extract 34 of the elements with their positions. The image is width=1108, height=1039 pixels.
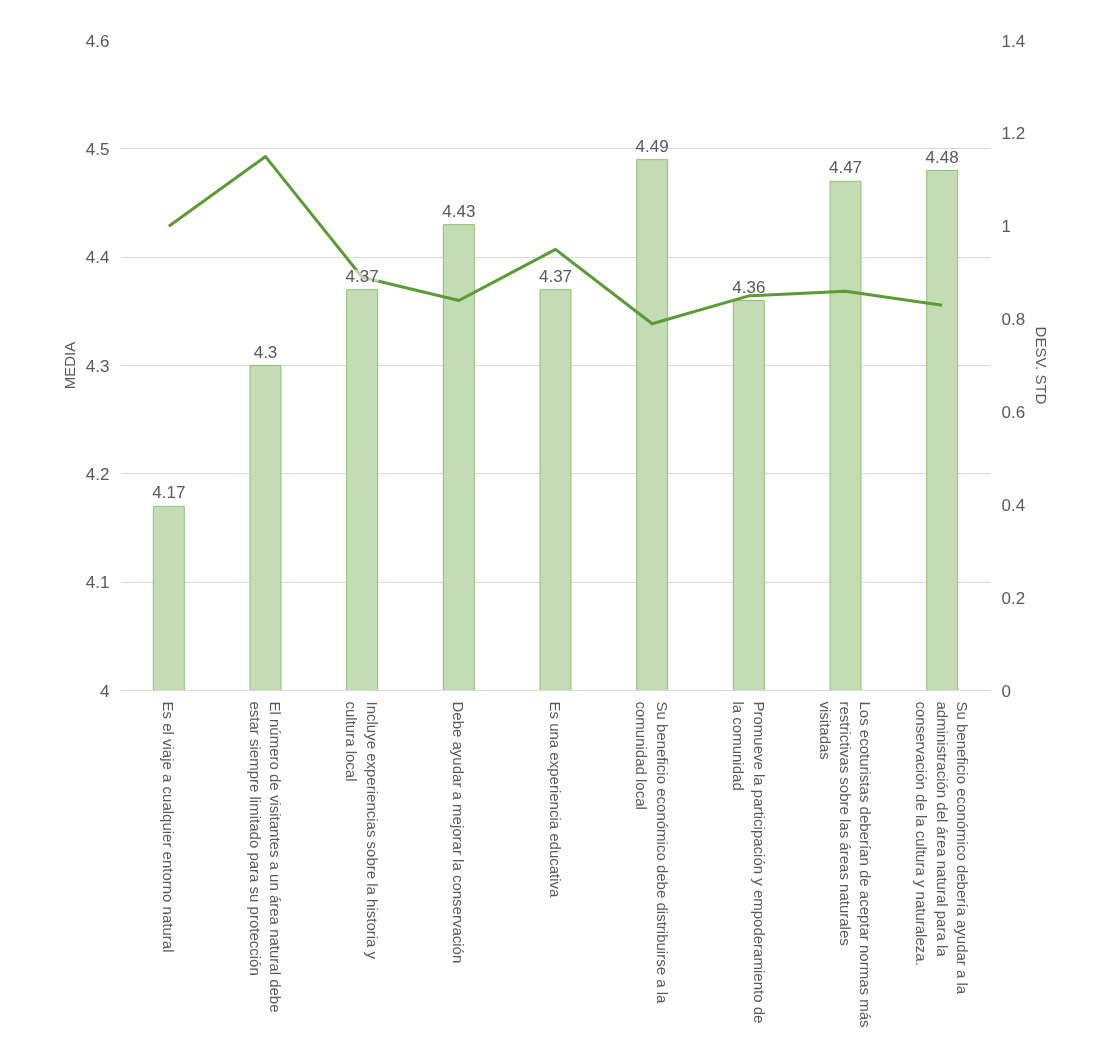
- y-tick-label: 4.4: [85, 248, 110, 268]
- y-tick-label: 4.1: [85, 573, 110, 593]
- y-tick-label: 4.3: [85, 356, 110, 376]
- y2-tick-label: 1: [1001, 217, 1011, 237]
- x-tick-label: Los ecoturistas deberían de aceptar normas más restrictivas sobre las áreas naturales visitadas: [816, 701, 875, 1028]
- y2-tick-label: 0.4: [1001, 495, 1026, 515]
- y-tick-label: 4: [100, 681, 110, 701]
- data-label: 4.17: [152, 483, 186, 503]
- x-tick-label: Es una experiencia educativa: [547, 701, 564, 899]
- data-label: 4.49: [635, 136, 669, 156]
- y2-tick-label: 1.4: [1001, 31, 1026, 51]
- x-tick-label: El número de visitantes a un área natural debe estar siempre limitado para su protección: [246, 701, 285, 1013]
- y2-tick-label: 0.6: [1001, 402, 1026, 422]
- y2-axis-title: DESV. STD: [1033, 326, 1051, 405]
- data-label: 4.3: [253, 342, 278, 362]
- x-tick-label: Incluye experiencias sobre la historia y cultura local: [343, 701, 381, 960]
- x-tick-label: Su beneficio económico debería ayudar a la administración del área natural para la conservación de la cultura y naturaleza.: [913, 701, 972, 995]
- x-tick-label: Es el viaje a cualquier entorno natural: [160, 701, 178, 953]
- data-label: 4.36: [732, 277, 766, 297]
- y2-tick-label: 0: [1001, 681, 1011, 701]
- data-label: 4.43: [442, 201, 476, 221]
- y-tick-label: 4.5: [85, 139, 110, 159]
- data-label: 4.48: [925, 147, 959, 167]
- y2-tick-label: 0.2: [1001, 588, 1026, 608]
- y-axis-title: MEDIA: [60, 341, 78, 390]
- data-label: 4.47: [828, 158, 863, 178]
- x-tick-label: Promueve la participación y empoderamiento de la comunidad: [730, 701, 768, 1024]
- x-tick-label: Su beneficio económico debe distribuirse a la comunidad local: [633, 701, 671, 1004]
- y-tick-label: 4.6: [85, 31, 110, 51]
- data-label: 4.37: [538, 266, 573, 286]
- y2-tick-label: 0.8: [1001, 310, 1026, 330]
- y-tick-label: 4.2: [85, 464, 110, 484]
- y2-tick-label: 1.2: [1001, 124, 1026, 144]
- x-tick-label: Debe ayudar a mejorar la conservación: [450, 701, 468, 964]
